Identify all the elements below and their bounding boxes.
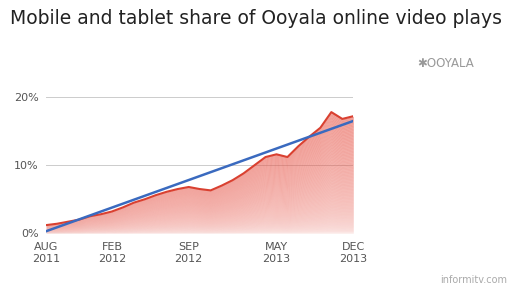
Text: ✱OOYALA: ✱OOYALA: [417, 57, 474, 70]
Text: Mobile and tablet share of Ooyala online video plays: Mobile and tablet share of Ooyala online…: [10, 9, 502, 28]
Text: informitv.com: informitv.com: [440, 275, 507, 285]
